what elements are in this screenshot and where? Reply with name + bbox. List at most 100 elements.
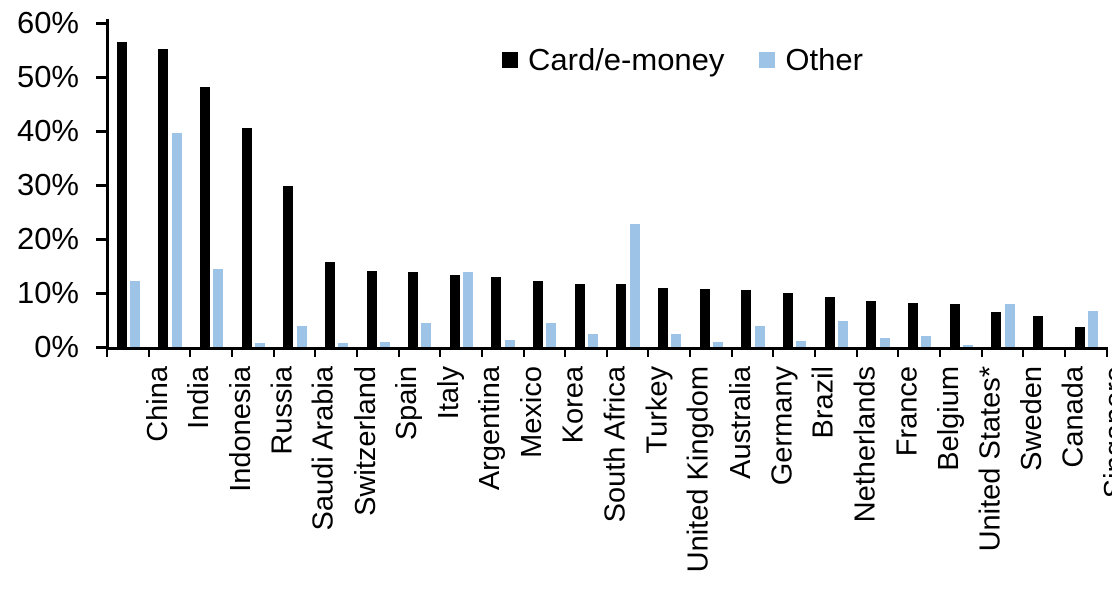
bar-other-united-kingdom bbox=[671, 334, 682, 347]
bar-other-italy bbox=[421, 323, 432, 347]
x-axis-tick bbox=[814, 350, 817, 357]
x-axis-tick bbox=[189, 350, 192, 357]
x-axis-tick bbox=[939, 350, 941, 357]
bar-card-e-money-india bbox=[158, 49, 169, 347]
x-axis-category-label: United Kingdom bbox=[682, 366, 715, 573]
y-axis-tick bbox=[96, 291, 108, 295]
bar-card-e-money-argentina bbox=[449, 275, 460, 347]
x-axis-category-label: Italy bbox=[432, 366, 465, 420]
bar-card-e-money-united-kingdom bbox=[658, 288, 669, 347]
bar-card-e-money-netherlands bbox=[824, 297, 835, 347]
bar-card-e-money-canada bbox=[1032, 316, 1043, 347]
y-axis-tick bbox=[96, 75, 108, 79]
x-axis-category-label: Belgium bbox=[932, 366, 965, 471]
bar-card-e-money-spain bbox=[366, 271, 377, 347]
y-axis-tick bbox=[96, 21, 108, 25]
x-axis-tick bbox=[564, 350, 567, 357]
bar-other-russia bbox=[254, 343, 265, 347]
bar-other-united-states bbox=[962, 345, 973, 347]
x-axis-tick bbox=[1105, 350, 1108, 357]
bar-other-china bbox=[129, 281, 140, 347]
bar-other-saudi-arabia bbox=[296, 326, 307, 347]
bar-other-germany bbox=[754, 326, 765, 347]
x-axis-tick bbox=[355, 350, 358, 357]
x-axis-tick bbox=[230, 350, 233, 357]
bar-other-sweden bbox=[1004, 304, 1015, 347]
x-axis-category-label: Sweden bbox=[1015, 366, 1048, 471]
x-axis-category-label: Mexico bbox=[516, 366, 549, 458]
y-axis-tick bbox=[96, 345, 108, 349]
x-axis-tick bbox=[272, 350, 275, 357]
y-axis-tick-label: 0% bbox=[34, 329, 79, 364]
x-axis-tick bbox=[480, 350, 483, 357]
bar-card-e-money-mexico bbox=[491, 277, 502, 347]
bar-other-korea bbox=[546, 323, 557, 347]
bar-card-e-money-south-africa bbox=[574, 284, 585, 347]
y-axis-tick bbox=[96, 183, 108, 187]
x-axis-tick bbox=[647, 350, 650, 357]
x-axis-category-label: Argentina bbox=[474, 366, 507, 491]
x-axis-tick bbox=[106, 350, 108, 357]
y-axis-tick-label: 10% bbox=[16, 275, 79, 310]
bar-other-brazil bbox=[796, 341, 807, 347]
x-axis-category-label: Netherlands bbox=[849, 366, 882, 523]
bar-card-e-money-united-states bbox=[949, 304, 960, 347]
x-axis-category-label: Germany bbox=[766, 366, 799, 486]
x-axis-category-label: Turkey bbox=[641, 366, 674, 454]
legend-label-other: Other bbox=[785, 42, 863, 77]
y-axis-tick-label: 30% bbox=[16, 167, 79, 202]
chart-legend: Card/e-money Other bbox=[502, 42, 863, 78]
x-axis-category-label: South Africa bbox=[599, 366, 632, 523]
bar-card-e-money-singapore bbox=[1074, 327, 1085, 347]
x-axis-tick bbox=[1022, 350, 1025, 357]
legend-label-card-e-money: Card/e-money bbox=[528, 42, 725, 77]
bar-other-france bbox=[879, 338, 890, 347]
bar-card-e-money-switzerland bbox=[324, 262, 335, 347]
bar-card-e-money-italy bbox=[408, 272, 419, 347]
bar-card-e-money-france bbox=[866, 301, 877, 347]
bar-card-e-money-saudi-arabia bbox=[283, 186, 294, 347]
bar-other-switzerland bbox=[338, 343, 349, 347]
x-axis-tick bbox=[730, 350, 733, 357]
y-axis-tick-label: 40% bbox=[16, 113, 79, 148]
x-axis-tick bbox=[314, 350, 317, 357]
y-axis-line bbox=[106, 19, 109, 350]
x-axis-category-label: Canada bbox=[1057, 366, 1090, 468]
x-axis-tick bbox=[439, 350, 442, 357]
x-axis-line bbox=[106, 347, 1108, 350]
bar-other-turkey bbox=[629, 224, 640, 347]
bar-card-e-money-brazil bbox=[783, 293, 793, 347]
bar-card-e-money-belgium bbox=[907, 303, 918, 347]
x-axis-tick bbox=[980, 350, 983, 357]
bar-other-india bbox=[171, 133, 182, 347]
y-axis-tick-label: 50% bbox=[16, 59, 79, 94]
x-axis-tick bbox=[855, 350, 858, 357]
x-axis-category-label: Brazil bbox=[807, 366, 840, 439]
bar-card-e-money-turkey bbox=[616, 284, 627, 347]
y-axis-tick-label: 20% bbox=[16, 221, 79, 256]
x-axis-category-label: Saudi Arabia bbox=[307, 366, 340, 531]
legend-item-other: Other bbox=[759, 42, 863, 78]
y-axis-tick-label: 60% bbox=[16, 5, 79, 40]
x-axis-tick bbox=[397, 350, 400, 357]
bar-other-indonesia bbox=[213, 269, 224, 347]
bar-other-belgium bbox=[921, 336, 932, 347]
bar-other-mexico bbox=[504, 340, 515, 347]
bar-card-e-money-australia bbox=[699, 289, 710, 347]
legend-swatch-other bbox=[759, 52, 776, 68]
bar-other-argentina bbox=[463, 272, 474, 347]
bar-other-australia bbox=[713, 342, 723, 347]
bar-other-netherlands bbox=[837, 321, 848, 347]
x-axis-category-label: China bbox=[141, 366, 174, 442]
x-axis-tick bbox=[772, 350, 775, 357]
bar-card-e-money-china bbox=[116, 42, 127, 347]
x-axis-category-label: Russia bbox=[266, 366, 299, 455]
x-axis-category-label: Spain bbox=[391, 366, 424, 441]
x-axis-tick bbox=[1063, 350, 1066, 357]
bar-card-e-money-indonesia bbox=[199, 87, 210, 347]
x-axis-tick bbox=[147, 350, 150, 357]
y-axis-tick bbox=[96, 129, 108, 133]
x-axis-category-label: Singapore bbox=[1099, 366, 1112, 499]
